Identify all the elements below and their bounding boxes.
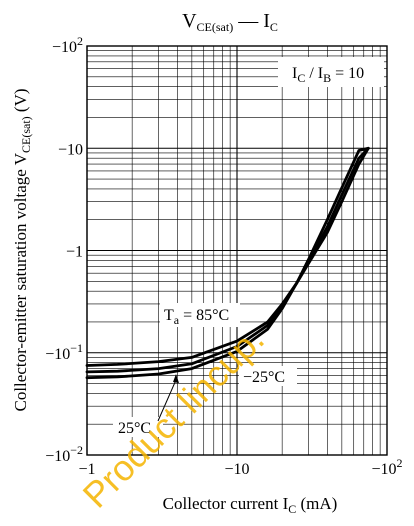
ylabel-sub: CE(sat): [19, 116, 33, 153]
title-sep: —: [233, 10, 263, 32]
cond-a-sub: C: [297, 71, 305, 85]
y-tick-label: −10: [58, 141, 83, 158]
label-bg-85: [160, 303, 240, 327]
label-minus25c: −25°C: [243, 369, 285, 386]
x-tick-labels: −1 −10 −102: [78, 456, 402, 478]
label-bg-m25: [239, 366, 297, 386]
cond-b: I: [318, 65, 323, 82]
title-main-sub: CE(sat): [197, 20, 234, 34]
grid: [86, 46, 387, 456]
condition-label: IC / IB = 10: [292, 65, 364, 85]
x-tick-label: −102: [371, 456, 402, 478]
cond-b-sub: B: [323, 71, 331, 85]
leader-25c: [157, 379, 177, 422]
xlabel-text: Collector current I: [163, 494, 289, 513]
y-tick-label: −1: [66, 244, 83, 261]
x-tick-label: −10: [224, 461, 249, 478]
curves: [85, 146, 370, 380]
label-bg-25: [113, 417, 163, 437]
condition-box: [278, 57, 384, 87]
label-25c: 25°C: [118, 420, 151, 437]
y-axis-title: Collector-emitter saturation voltage VCE…: [11, 88, 33, 411]
cond-eq: = 10: [331, 65, 364, 82]
xlabel-unit: (mA): [296, 494, 337, 513]
x-axis-title: Collector current IC (mA): [163, 494, 338, 516]
chart-title: VCE(sat) — IC: [182, 10, 278, 34]
x-tick-label: −1: [78, 461, 95, 478]
title-main: V: [182, 10, 197, 32]
series-line-2: [85, 146, 370, 374]
y-tick-label: −102: [52, 34, 83, 56]
leader-25c-arrow: [173, 374, 179, 383]
watermark: Product lincup.: [75, 318, 272, 515]
ylabel-text: Collector-emitter saturation voltage V: [11, 152, 30, 411]
ylabel-unit: (V): [11, 88, 30, 116]
title-second-sub: C: [270, 20, 278, 34]
title-second: I: [263, 10, 270, 32]
cond-slash: /: [305, 65, 317, 82]
label-85c-t: T: [164, 307, 174, 324]
xlabel-sub: C: [288, 502, 296, 516]
y-tick-label: −10−1: [45, 341, 83, 363]
y-tick-labels: −10−2 −10−1 −1 −10 −102: [45, 34, 83, 465]
label-85c-rest: = 85°C: [179, 307, 229, 324]
plot-frame: [86, 45, 388, 456]
cond-a: I: [292, 65, 297, 82]
series-line-3: [85, 146, 370, 380]
label-85c-sub: a: [174, 313, 180, 327]
y-tick-label: −10−2: [45, 443, 83, 465]
label-85c: Ta = 85°C: [164, 307, 229, 327]
